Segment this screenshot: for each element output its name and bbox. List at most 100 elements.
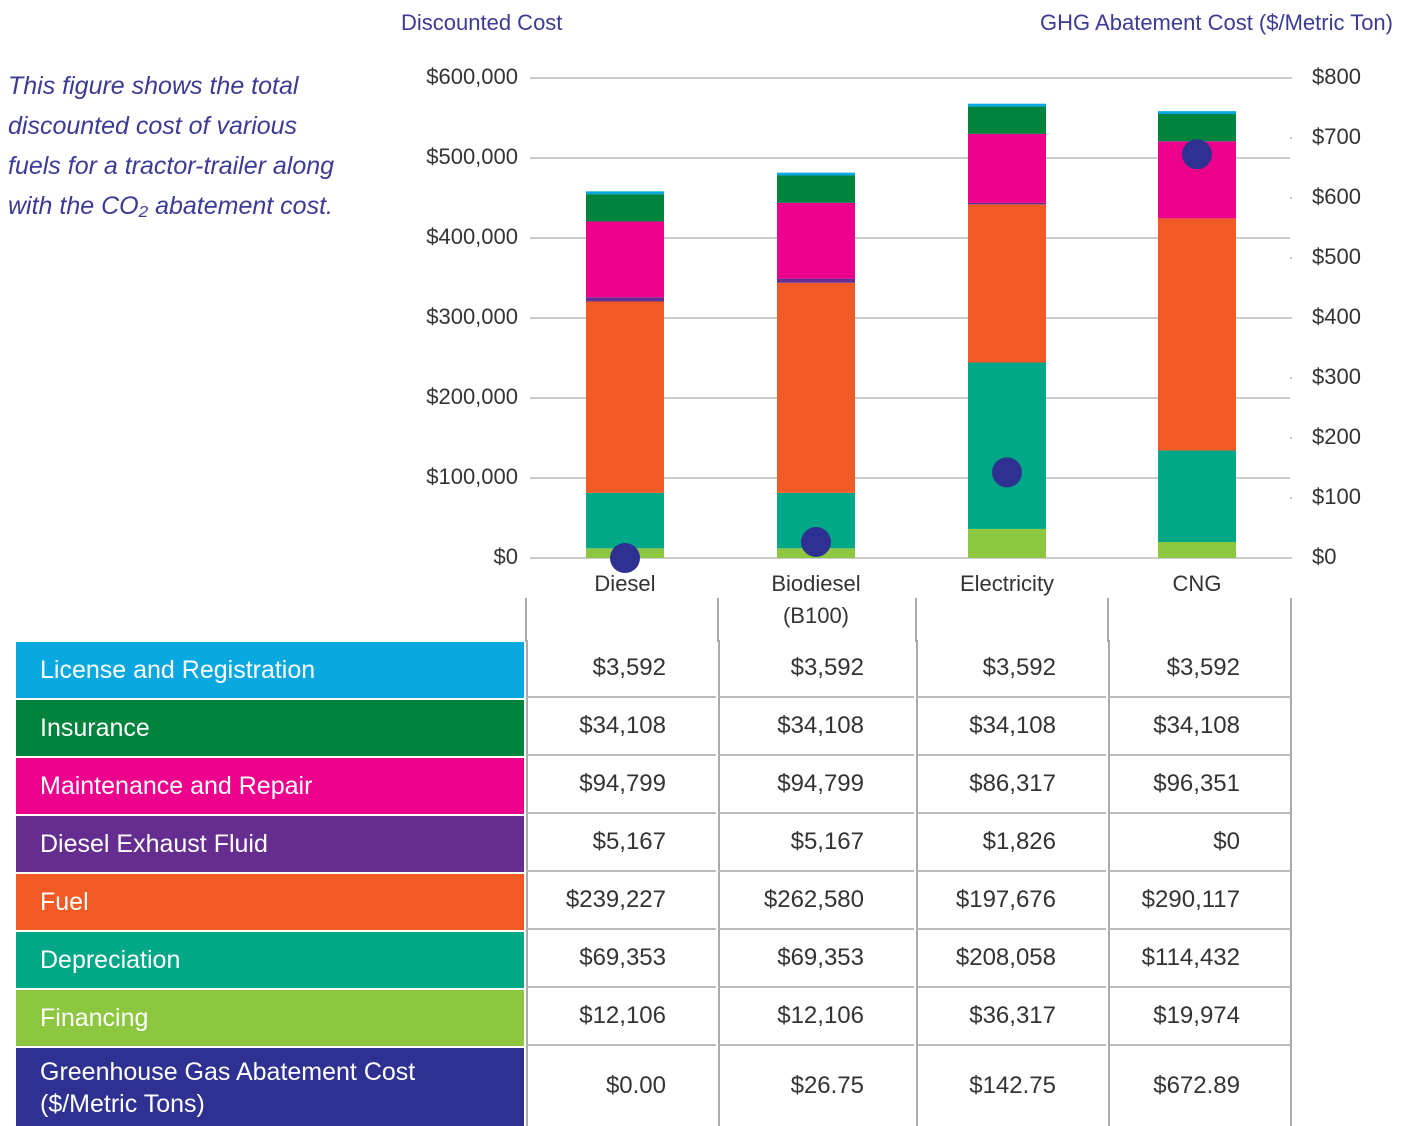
- abatement-dot: [801, 526, 831, 557]
- abatement-dot: [610, 543, 640, 573]
- bar-segment: [586, 297, 664, 302]
- y2-tick-label: $300: [1312, 364, 1361, 389]
- table-cell: $34,108: [916, 698, 1106, 756]
- bar-segment: [1158, 542, 1236, 558]
- y2-tick-label: $500: [1312, 244, 1361, 269]
- table-cell: $34,108: [1108, 698, 1292, 756]
- y-tick-label: $100,000: [426, 464, 518, 489]
- table-cell: $0.00: [526, 1046, 716, 1126]
- bar-segment: [777, 202, 855, 279]
- table-cell: $1,826: [916, 814, 1106, 872]
- legend-text: Insurance: [40, 714, 150, 742]
- bar-segment: [1158, 114, 1236, 142]
- abatement-dot: [1182, 139, 1212, 170]
- table-cell: $26.75: [718, 1046, 914, 1126]
- x-tick-label: Electricity: [959, 571, 1055, 596]
- bar-segment: [968, 106, 1046, 134]
- bar-segment: [586, 221, 664, 298]
- bar-segment: [1158, 450, 1236, 543]
- table-cell: $36,317: [916, 988, 1106, 1046]
- table-cell: $114,432: [1108, 930, 1292, 988]
- bar-segment: [586, 194, 664, 222]
- table-cell: $262,580: [718, 872, 914, 930]
- bar-segment: [968, 103, 1046, 107]
- annotation: This figure shows the total discounted c…: [8, 72, 335, 220]
- y2-tick-label: $400: [1312, 304, 1361, 329]
- table-cell: $197,676: [916, 872, 1106, 930]
- legend-text: Depreciation: [40, 946, 181, 974]
- y2-tick-label: $100: [1312, 484, 1361, 509]
- y-tick-label: $200,000: [426, 384, 518, 409]
- table-cell: $142.75: [916, 1046, 1106, 1126]
- y2-tick-label: $0: [1312, 544, 1336, 569]
- x-tick-label: Biodiesel (B100): [771, 571, 861, 628]
- y2-tick-label: $600: [1312, 184, 1361, 209]
- y-axis-title: Discounted Cost: [401, 10, 562, 35]
- table-cell: $0: [1108, 814, 1292, 872]
- table-cell: $12,106: [718, 988, 914, 1046]
- table-cell: $672.89: [1108, 1046, 1292, 1126]
- y2-axis-title: GHG Abatement Cost ($/Metric Ton): [1040, 10, 1393, 35]
- y-tick-label: $600,000: [426, 64, 518, 89]
- bar-segment: [586, 301, 664, 493]
- legend-row-label: Insurance: [16, 700, 524, 756]
- bar-segment: [968, 202, 1046, 205]
- legend-text: Greenhouse Gas Abatement Cost ($/Metric …: [40, 1058, 416, 1118]
- bar-segment: [1158, 111, 1236, 115]
- table-cell: $19,974: [1108, 988, 1292, 1046]
- abatement-dot: [992, 457, 1022, 488]
- bar-segment: [968, 362, 1046, 529]
- table-cell: $12,106: [526, 988, 716, 1046]
- table-cell: $5,167: [526, 814, 716, 872]
- bar-segment: [586, 492, 664, 549]
- table-cell: $290,117: [1108, 872, 1292, 930]
- table-rule: [717, 598, 719, 642]
- bar-segment: [968, 133, 1046, 203]
- legend-row-label: Maintenance and Repair: [16, 758, 524, 814]
- table-rule: [1290, 598, 1292, 642]
- table-cell: $239,227: [526, 872, 716, 930]
- table-cell: $3,592: [526, 640, 716, 698]
- y2-tick-label: $700: [1312, 124, 1361, 149]
- table-cell: $5,167: [718, 814, 914, 872]
- x-tick-label: CNG: [1172, 571, 1222, 596]
- bar-segment: [968, 528, 1046, 558]
- table-cell: $69,353: [718, 930, 914, 988]
- bar-segment: [777, 278, 855, 283]
- table-cell: $69,353: [526, 930, 716, 988]
- table-cell: $3,592: [1108, 640, 1292, 698]
- table-cell: $208,058: [916, 930, 1106, 988]
- y-tick-label: $400,000: [426, 224, 518, 249]
- x-tick-label: Diesel: [594, 571, 656, 596]
- table-rule: [915, 598, 917, 642]
- legend-text: Financing: [40, 1004, 149, 1032]
- y2-tick-label: $200: [1312, 424, 1361, 449]
- table-rule: [1107, 598, 1109, 642]
- legend-text: Fuel: [40, 888, 89, 916]
- bar-segment: [777, 175, 855, 203]
- table-cell: $3,592: [718, 640, 914, 698]
- bar-segment: [586, 191, 664, 195]
- legend-text: Maintenance and Repair: [40, 772, 313, 800]
- table-cell: $34,108: [718, 698, 914, 756]
- legend-row-label: Depreciation: [16, 932, 524, 988]
- table-cell: $96,351: [1108, 756, 1292, 814]
- legend-text: License and Registration: [40, 656, 316, 684]
- table-rule: [525, 598, 527, 642]
- y2-tick-label: $800: [1312, 64, 1361, 89]
- legend-text: Diesel Exhaust Fluid: [40, 830, 268, 858]
- table-cell: $86,317: [916, 756, 1106, 814]
- table-cell: $34,108: [526, 698, 716, 756]
- legend-row-label: License and Registration: [16, 642, 524, 698]
- bar-segment: [968, 204, 1046, 363]
- legend-row-label: Fuel: [16, 874, 524, 930]
- bar-segment: [777, 282, 855, 493]
- table-cell: $3,592: [916, 640, 1106, 698]
- y-tick-label: $0: [494, 544, 518, 569]
- legend-row-label: Diesel Exhaust Fluid: [16, 816, 524, 872]
- bar-segment: [777, 172, 855, 176]
- y-tick-label: $500,000: [426, 144, 518, 169]
- legend-row-label: Greenhouse Gas Abatement Cost ($/Metric …: [16, 1048, 524, 1126]
